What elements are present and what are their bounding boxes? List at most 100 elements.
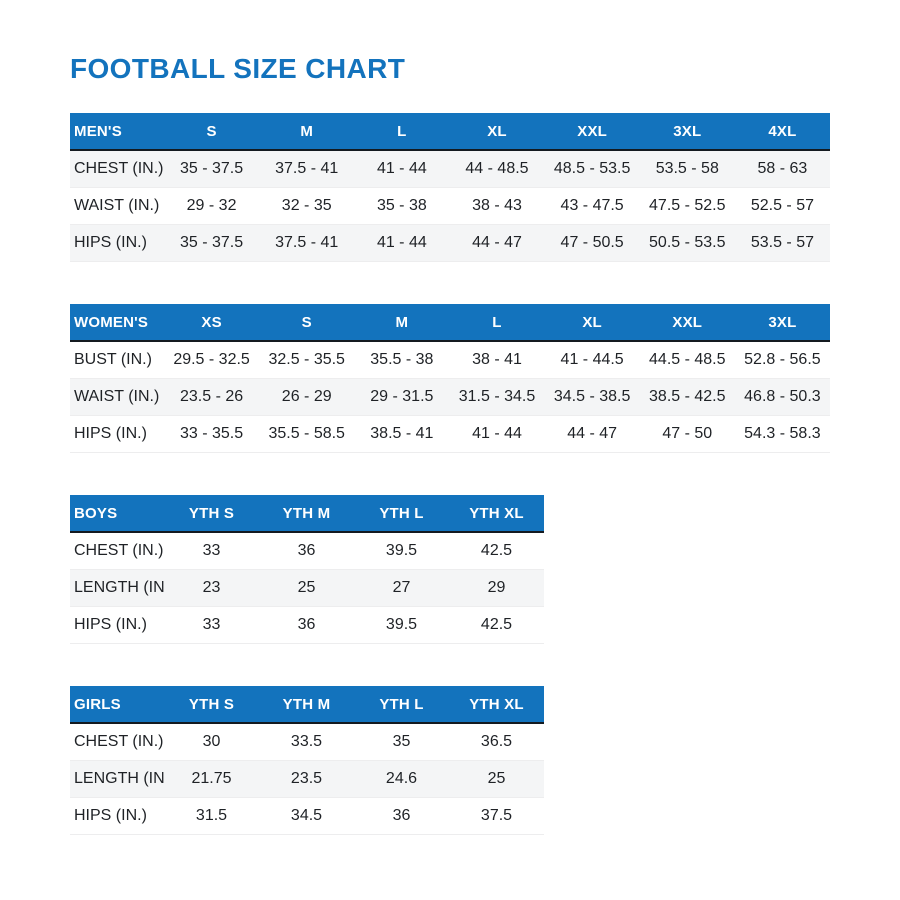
column-header: YTH L [379, 695, 424, 713]
table-row: HIPS (IN.) 31.5 34.5 36 37.5 [70, 798, 544, 835]
table-row: CHEST (IN.) 33 36 39.5 42.5 [70, 533, 544, 570]
table-cell: 31.5 [195, 807, 228, 824]
table-cell: 43 - 47.5 [560, 197, 624, 214]
row-label: HIPS (IN.) [74, 234, 147, 251]
column-header: 3XL [768, 313, 797, 331]
table-cell: 41 - 44 [376, 234, 427, 251]
column-header: YTH M [282, 695, 331, 713]
table-cell: 37.5 - 41 [275, 234, 339, 251]
table-cell: 35 - 37.5 [179, 234, 244, 251]
boys-table-title: BOYS [74, 504, 118, 522]
column-header: XL [487, 122, 507, 140]
table-cell: 38.5 - 42.5 [649, 388, 726, 405]
table-cell: 37.5 [480, 807, 513, 824]
table-row: HIPS (IN.) 33 - 35.5 35.5 - 58.5 38.5 - 41 4… [70, 416, 830, 453]
table-cell: 23.5 [290, 770, 323, 787]
row-label: WAIST (IN.) [74, 388, 160, 405]
table-cell: 35 - 38 [376, 197, 427, 214]
table-cell: 29 [487, 579, 506, 596]
table-cell: 47 - 50.5 [560, 234, 624, 251]
table-row: LENGTH (IN.) 23 25 27 29 [70, 570, 544, 607]
table-cell: 52.5 - 57 [750, 197, 814, 214]
table-cell: 44 - 47 [472, 234, 522, 251]
table-cell: 41 - 44 [472, 425, 522, 442]
table-cell: 52.8 - 56.5 [744, 351, 821, 368]
table-cell: 35.5 - 38 [370, 351, 434, 368]
mens-table-title: MEN'S [74, 122, 122, 140]
womens-table-title: WOMEN'S [74, 313, 149, 331]
table-cell: 33.5 [290, 733, 323, 750]
column-header: L [397, 122, 407, 140]
table-cell: 32 - 35 [281, 197, 332, 214]
mens-header-row: MEN'S S M L XL XXL 3XL 4XL [70, 113, 830, 151]
table-row: HIPS (IN.) 33 36 39.5 42.5 [70, 607, 544, 644]
table-cell: 46.8 - 50.3 [744, 388, 821, 405]
table-cell: 24.6 [385, 770, 418, 787]
table-cell: 58 - 63 [757, 160, 808, 177]
page-title: FOOTBALL SIZE CHART [70, 53, 406, 84]
table-row: BUST (IN.) 29.5 - 32.5 32.5 - 35.5 35.5 - 3… [70, 342, 830, 379]
row-label: HIPS (IN.) [74, 616, 147, 633]
column-header: L [492, 313, 502, 331]
table-cell: 47.5 - 52.5 [649, 197, 726, 214]
table-cell: 39.5 [385, 616, 418, 633]
mens-size-table: MEN'S S M L XL XXL 3XL 4XL CHEST (IN.) 35 - 37.5 3… [70, 113, 830, 262]
column-header: YTH L [379, 504, 424, 522]
row-label: LENGTH (IN.) [74, 770, 164, 787]
row-label: HIPS (IN.) [74, 807, 147, 824]
table-row: LENGTH (IN.) 21.75 23.5 24.6 25 [70, 761, 544, 798]
table-cell: 34.5 - 38.5 [553, 388, 631, 405]
table-cell: 33 [202, 542, 221, 559]
column-header: YTH M [282, 504, 331, 522]
column-header: YTH S [188, 504, 235, 522]
table-cell: 39.5 [385, 542, 418, 559]
table-cell: 50.5 - 53.5 [649, 234, 726, 251]
column-header: S [301, 313, 312, 331]
column-header: 4XL [768, 122, 797, 140]
table-cell: 44 - 48.5 [465, 160, 529, 177]
table-cell: 29.5 - 32.5 [173, 351, 250, 368]
row-label: WAIST (IN.) [74, 197, 160, 214]
womens-size-table: WOMEN'S XS S M L XL XXL 3XL BUST (IN.) 29.5 - 32.… [70, 304, 830, 453]
table-cell: 35 [392, 733, 411, 750]
table-cell: 29 - 32 [186, 197, 237, 214]
table-cell: 25 [487, 770, 506, 787]
table-cell: 25 [297, 579, 316, 596]
table-cell: 38.5 - 41 [370, 425, 434, 442]
table-cell: 27 [392, 579, 411, 596]
column-header: XXL [672, 313, 703, 331]
table-cell: 35.5 - 58.5 [268, 425, 345, 442]
table-cell: 35 - 37.5 [179, 160, 244, 177]
column-header: 3XL [673, 122, 702, 140]
table-cell: 23 [202, 579, 221, 596]
table-cell: 44 - 47 [567, 425, 618, 442]
table-cell: 34.5 [290, 807, 323, 824]
boys-header-row: BOYS YTH S YTH M YTH L YTH XL [70, 495, 544, 533]
row-label: BUST (IN.) [74, 351, 152, 368]
table-cell: 33 [202, 616, 221, 633]
column-header: YTH XL [469, 504, 524, 522]
table-cell: 41 - 44.5 [560, 351, 624, 368]
table-cell: 54.3 - 58.3 [744, 425, 821, 442]
column-header: XL [582, 313, 602, 331]
table-cell: 23.5 - 26 [179, 388, 244, 405]
column-header: M [395, 313, 409, 331]
table-cell: 41 - 44 [376, 160, 427, 177]
table-cell: 21.75 [191, 770, 232, 787]
girls-table-title: GIRLS [74, 695, 121, 713]
column-header: M [300, 122, 314, 140]
column-header: S [206, 122, 217, 140]
table-cell: 30 [202, 733, 221, 750]
column-header: XS [201, 313, 222, 331]
table-cell: 33 - 35.5 [179, 425, 244, 442]
boys-size-table: BOYS YTH S YTH M YTH L YTH XL CHEST (IN.) 33 36… [70, 495, 544, 644]
table-row: CHEST (IN.) 35 - 37.5 37.5 - 41 41 - 44 44 -… [70, 151, 830, 188]
girls-size-table: GIRLS YTH S YTH M YTH L YTH XL CHEST (IN.) 30 3… [70, 686, 544, 835]
table-cell: 37.5 - 41 [275, 160, 339, 177]
table-cell: 44.5 - 48.5 [649, 351, 726, 368]
table-cell: 36 [392, 807, 411, 824]
girls-header-row: GIRLS YTH S YTH M YTH L YTH XL [70, 686, 544, 724]
table-cell: 38 - 43 [472, 197, 522, 214]
row-label: HIPS (IN.) [74, 425, 147, 442]
table-cell: 48.5 - 53.5 [553, 160, 631, 177]
